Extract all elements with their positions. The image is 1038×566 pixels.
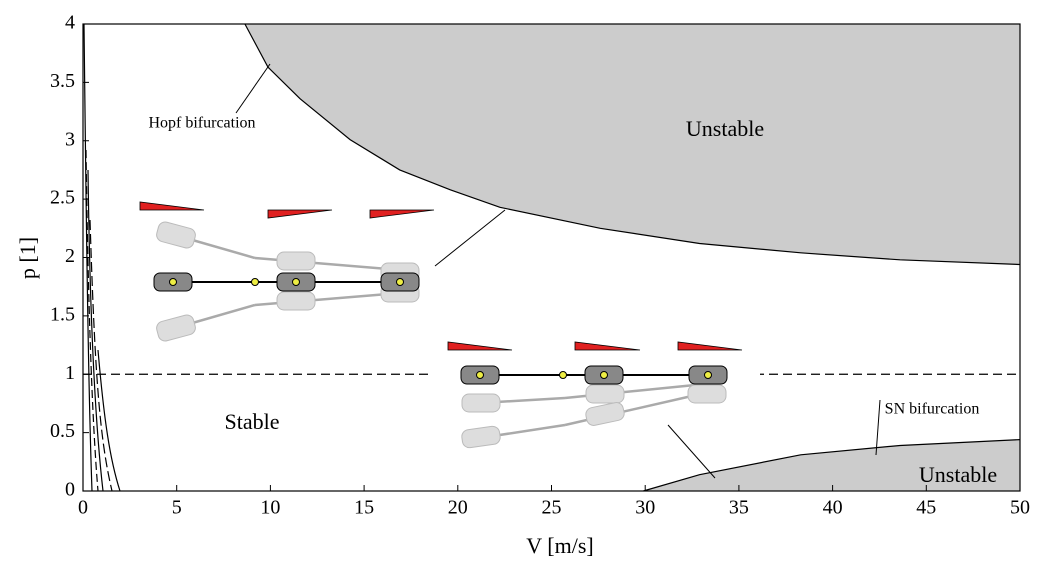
x-tick-label: 10 [260, 497, 280, 519]
region-label: Unstable [919, 462, 997, 487]
x-tick-label: 20 [448, 497, 468, 519]
x-axis-label: V [m/s] [526, 533, 593, 558]
x-tick-label: 15 [354, 497, 374, 519]
y-tick-label: 2.5 [50, 187, 75, 209]
y-tick-label: 2 [65, 245, 75, 267]
curve-label: Hopf bifurcation [148, 115, 255, 132]
y-tick-label: 3 [65, 128, 75, 150]
near-axis-curves [83, 23, 121, 492]
y-tick-label: 0.5 [50, 420, 75, 442]
x-tick-label: 40 [823, 497, 843, 519]
bifurcation-curve [643, 439, 1021, 492]
leader-line [434, 209, 506, 267]
leader-line [235, 63, 271, 114]
x-tick-label: 5 [172, 497, 182, 519]
y-axis-label: p [1] [15, 237, 40, 279]
x-tick-label: 45 [916, 497, 936, 519]
robot-sketch [139, 201, 435, 342]
leader-line [875, 399, 881, 456]
unstable-region [244, 24, 1021, 265]
illustrations [139, 201, 760, 449]
y-tick-label: 4 [65, 12, 75, 34]
y-tick-label: 3.5 [50, 70, 75, 92]
x-tick-label: 25 [542, 497, 562, 519]
x-tick-label: 35 [729, 497, 749, 519]
y-tick-label: 0 [65, 479, 75, 501]
x-tick-label: 50 [1010, 497, 1030, 519]
x-tick-label: 30 [635, 497, 655, 519]
bifurcation-curve [244, 23, 1021, 266]
leader-line [667, 424, 716, 479]
region-label: Unstable [686, 116, 764, 141]
robot-sketch [430, 341, 760, 449]
region-label: Stable [225, 409, 280, 434]
y-tick-label: 1.5 [50, 303, 75, 325]
unstable-region [643, 439, 1020, 491]
x-tick-label: 0 [78, 497, 88, 519]
y-tick-label: 1 [65, 362, 75, 384]
curve-label: SN bifurcation [885, 401, 980, 418]
